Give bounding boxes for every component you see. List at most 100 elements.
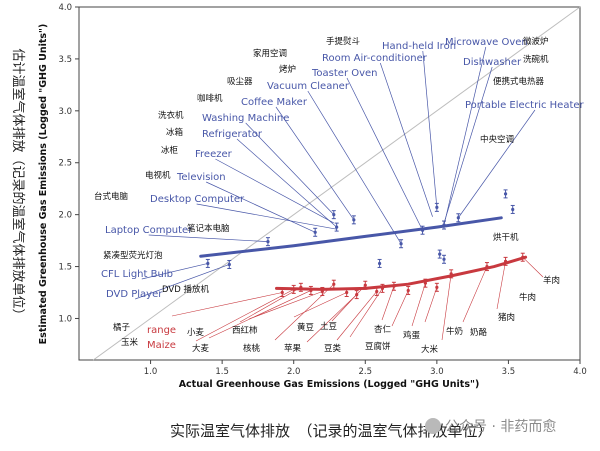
chinese-x-axis-caption: 实际温室气体排放 （记录的温室气体排放单位） <box>170 422 493 440</box>
chinese-label: 冰柜 <box>161 145 179 156</box>
data-point <box>442 257 446 261</box>
chinese-labels: 手提熨斗家用空调烤炉吸尘器咖啡机洗衣机冰箱冰柜电视机台式电脑笔记本电脑紧凑型荧光… <box>94 36 560 355</box>
chinese-label: 苹果 <box>284 343 302 354</box>
chinese-label: 豆腐饼 <box>365 341 391 352</box>
data-point <box>420 228 425 232</box>
leader-line <box>245 122 335 215</box>
y-tick-label: 1.0 <box>58 314 72 324</box>
chinese-label: 电视机 <box>145 170 171 181</box>
chinese-label: 咖啡机 <box>197 93 223 104</box>
data-point <box>320 289 324 294</box>
y-axis-label: Estimated Greenhouse Gas Emissions (Logg… <box>38 24 49 345</box>
axis-ticks: 1.0 1.5 2.0 2.5 3.0 3.5 4.0 1.0 1.5 2.0 2.5 3.0 3.5 4… <box>58 3 586 377</box>
leader-line <box>424 287 438 323</box>
data-point <box>313 230 317 234</box>
leader-line <box>148 234 268 242</box>
plot-frame <box>78 6 581 361</box>
data-point <box>206 261 210 266</box>
chinese-label: 杏仁 <box>374 324 392 335</box>
data-point <box>485 264 489 269</box>
data-point <box>449 272 453 276</box>
leader-line <box>331 285 366 322</box>
data-point <box>309 288 313 293</box>
leader-line <box>379 62 433 217</box>
point-label: Microwave Oven <box>445 37 528 48</box>
data-point <box>435 285 439 289</box>
leader-line <box>391 290 409 327</box>
data-point <box>335 225 339 229</box>
chinese-label: DVD 播放机 <box>162 284 209 295</box>
chinese-label: 大米 <box>421 344 439 355</box>
chinese-label: 豆类 <box>324 343 342 354</box>
point-label: Toaster Oven <box>311 68 378 79</box>
chinese-label: 紧凑型荧光灯泡 <box>103 250 163 261</box>
data-point <box>266 240 270 244</box>
point-label: Portable Electric Heater <box>465 100 585 111</box>
leader-line <box>306 294 357 343</box>
data-point <box>227 262 231 267</box>
chinese-label: 小麦 <box>187 327 205 338</box>
y-axis-label-chinese: 估计温室气体排放（记录的温室气体排放单位） <box>10 48 26 321</box>
chinese-label: 玉米 <box>121 337 139 348</box>
data-point <box>280 290 284 295</box>
chinese-label: 鸡蛋 <box>403 330 421 341</box>
chinese-label: 猪肉 <box>498 312 515 323</box>
data-point <box>399 242 403 246</box>
leader-line <box>215 158 334 224</box>
data-point <box>503 192 508 196</box>
leader-line <box>206 181 316 233</box>
leader-line <box>441 273 452 341</box>
leader-line <box>141 263 208 280</box>
leader-line <box>522 257 544 278</box>
data-points <box>205 189 525 300</box>
x-axis-label: Actual Greenhouse Gas Emissions (Logged … <box>179 379 480 390</box>
chinese-label: 吸尘器 <box>227 76 253 87</box>
identity-diagonal <box>93 6 581 361</box>
data-point <box>442 223 446 227</box>
leader-line <box>135 264 230 300</box>
chinese-label: 洗衣机 <box>158 110 184 121</box>
chinese-label: 家用空调 <box>253 48 287 59</box>
data-point <box>511 207 515 212</box>
leader-line <box>336 291 377 341</box>
wechat-icon <box>425 418 441 434</box>
y-tick-label: 4.0 <box>58 3 72 13</box>
leader-line <box>293 292 347 318</box>
point-label: Freezer <box>195 149 233 160</box>
data-point <box>352 218 356 222</box>
point-label: Laptop Computer <box>105 225 193 236</box>
leader-line <box>443 46 487 226</box>
chinese-label: 牛奶 <box>446 326 463 337</box>
data-point <box>375 289 379 294</box>
point-label: Hand-held Iron <box>382 41 456 52</box>
y-tick-label: 3.0 <box>58 107 72 117</box>
x-tick-label: 3.5 <box>502 367 516 377</box>
label-leaders <box>135 46 544 343</box>
fit-line-1 <box>199 216 503 258</box>
leader-line <box>248 291 323 320</box>
leader-line <box>195 289 294 342</box>
data-point <box>380 286 385 290</box>
x-tick-label: 1.5 <box>215 367 229 377</box>
leader-line <box>236 138 337 228</box>
point-label: Refrigerator <box>202 129 263 140</box>
point-label: Dishwasher <box>463 57 522 68</box>
leader-line <box>462 266 488 323</box>
data-point <box>363 283 367 287</box>
data-point <box>332 213 336 217</box>
data-point <box>435 205 439 209</box>
y-tick-label: 3.5 <box>58 55 72 65</box>
leader-line <box>381 286 395 321</box>
chinese-label: 台式电脑 <box>94 191 129 202</box>
identity-line <box>93 6 581 361</box>
y-tick-label: 2.5 <box>58 159 72 169</box>
data-point <box>332 282 336 286</box>
x-tick-label: 2.5 <box>359 367 373 377</box>
chinese-label: 烤炉 <box>279 64 296 75</box>
leader-line <box>411 283 426 327</box>
data-point <box>299 285 303 289</box>
chinese-label: 洗碗机 <box>523 54 549 65</box>
point-label: Desktop Computer <box>150 194 245 205</box>
data-point <box>406 288 410 293</box>
